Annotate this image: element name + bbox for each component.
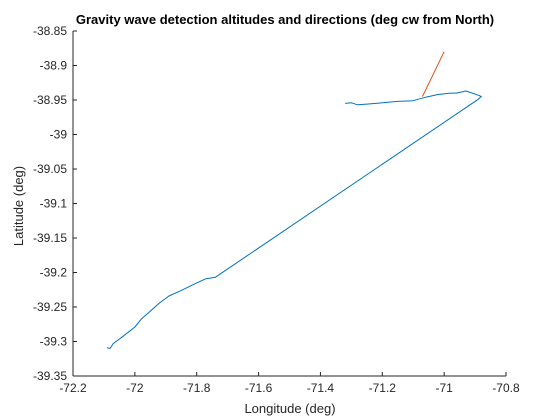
y-tick-label: -39.35 bbox=[33, 369, 67, 383]
chart-title: Gravity wave detection altitudes and dir… bbox=[76, 12, 494, 27]
y-tick-label: -38.95 bbox=[33, 93, 67, 107]
x-tick-label: -72.2 bbox=[59, 381, 87, 395]
y-tick-label: -39.3 bbox=[40, 335, 68, 349]
x-tick-label: -71.8 bbox=[183, 381, 211, 395]
x-tick-label: -71.2 bbox=[369, 381, 397, 395]
axes: -72.2 -72 -71.8 -71.6 -71.4 -71.2 -71 -70.8 -38.… bbox=[33, 24, 520, 395]
x-tick-label: -71 bbox=[435, 381, 453, 395]
x-axis-label: Longitude (deg) bbox=[244, 401, 335, 416]
y-tick-label: -39.05 bbox=[33, 162, 67, 176]
series-line-2 bbox=[422, 51, 445, 97]
y-tick-label: -39 bbox=[50, 128, 68, 142]
y-tick-label: -39.15 bbox=[33, 231, 67, 245]
x-tick-label: -72 bbox=[126, 381, 144, 395]
y-axis-label: Latitude (deg) bbox=[11, 166, 26, 246]
y-tick-label: -39.1 bbox=[40, 197, 68, 211]
series-line-1 bbox=[106, 90, 482, 349]
x-tick-label: -70.8 bbox=[492, 381, 520, 395]
y-tick-label: -38.9 bbox=[40, 59, 68, 73]
y-tick-label: -39.25 bbox=[33, 300, 67, 314]
x-tick-label: -71.6 bbox=[245, 381, 273, 395]
y-tick-label: -38.85 bbox=[33, 24, 67, 38]
plot-lines bbox=[106, 51, 482, 349]
y-tick-label: -39.2 bbox=[40, 266, 68, 280]
x-tick-label: -71.4 bbox=[307, 381, 335, 395]
